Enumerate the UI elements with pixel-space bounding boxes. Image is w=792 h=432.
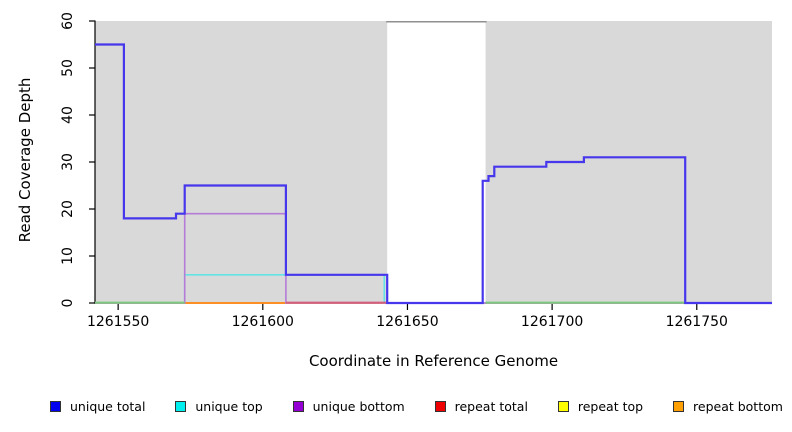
legend-swatch-icon — [673, 401, 685, 412]
legend-label: unique top — [195, 399, 263, 414]
x-tick-label: 1261600 — [231, 314, 294, 330]
legend-item-repeat-total: repeat total — [434, 399, 528, 414]
series-unique-total — [95, 43, 772, 305]
legend-item-unique-bottom: unique bottom — [292, 399, 405, 414]
legend-swatch-icon — [557, 401, 569, 412]
legend-label: repeat bottom — [693, 399, 783, 414]
x-tick-label: 1261550 — [86, 314, 150, 330]
x-tick-label: 1261700 — [520, 314, 584, 330]
legend-label: unique bottom — [312, 399, 405, 414]
legend-item-repeat-top: repeat top — [557, 399, 644, 414]
y-axis-label: Read Coverage Depth — [16, 77, 34, 243]
x-tick-label: 1261750 — [665, 314, 728, 330]
x-tick-label: 1261650 — [376, 314, 439, 330]
legend-item-unique-total: unique total — [50, 399, 145, 414]
x-axis-label: Coordinate in Reference Genome — [308, 352, 559, 370]
legend-swatch-icon — [175, 401, 187, 412]
legend: unique total unique top unique bottom repea… — [50, 399, 783, 414]
legend-swatch-icon — [434, 401, 446, 412]
y-tick-label: 60 — [60, 12, 76, 30]
legend-swatch-icon — [292, 401, 304, 412]
legend-item-unique-top: unique top — [175, 399, 263, 414]
legend-label: unique total — [70, 399, 146, 414]
legend-label: repeat total — [454, 399, 528, 414]
legend-item-repeat-bottom: repeat bottom — [673, 399, 783, 414]
legend-swatch-icon — [50, 401, 61, 412]
shaded-region — [485, 21, 772, 304]
legend-label: repeat top — [577, 399, 644, 414]
shaded-region — [95, 21, 388, 304]
